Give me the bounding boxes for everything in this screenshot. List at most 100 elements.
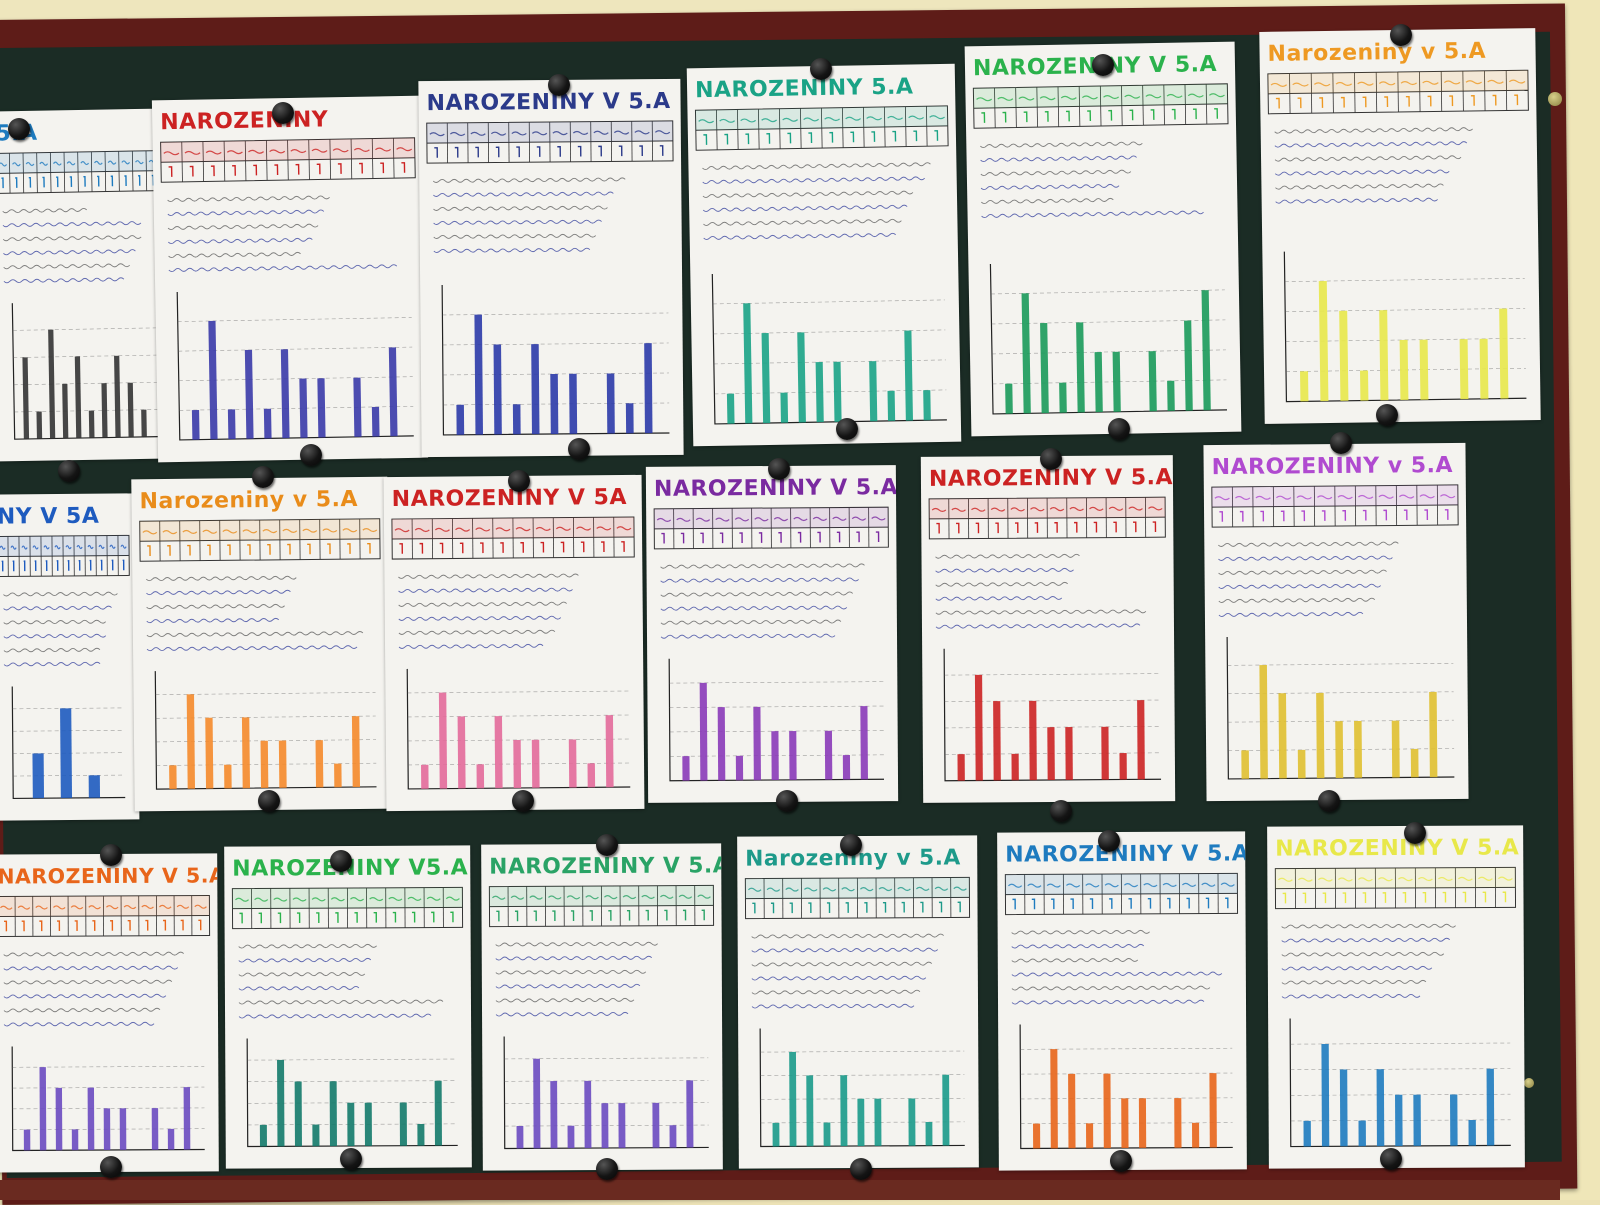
chart-bar <box>686 1080 693 1147</box>
poster: NAROZENINY 5.A <box>687 64 962 447</box>
chart-bar <box>606 715 614 787</box>
chart-bar <box>1103 1074 1110 1148</box>
chart-bar <box>601 1103 608 1148</box>
chart-bar <box>1005 384 1013 414</box>
chart-bar <box>869 361 877 421</box>
magnet <box>1380 1148 1402 1170</box>
chart-bar <box>1149 351 1157 411</box>
chart-bar <box>1033 1124 1040 1149</box>
chart-bar <box>1022 293 1031 413</box>
chart-bar <box>1050 1049 1058 1148</box>
chart-bar <box>317 378 325 437</box>
chart-bar <box>569 739 577 787</box>
magnet <box>840 834 862 856</box>
chart-bar <box>439 693 447 789</box>
poster-drawing <box>737 835 979 1168</box>
poster: NAROZENINY V 5.A <box>646 465 898 803</box>
chart-bar <box>926 1122 933 1146</box>
chart-bar <box>993 701 1001 780</box>
chart-bar <box>762 333 771 423</box>
chart-bar <box>88 1088 95 1150</box>
chart-bar <box>347 1103 354 1146</box>
chart-bar <box>550 1081 557 1148</box>
chart-bar <box>205 718 213 789</box>
chart-bar <box>1460 339 1469 399</box>
chart-bar <box>780 393 788 423</box>
chart-bar <box>261 741 269 788</box>
chart-bar <box>1487 1069 1495 1146</box>
chart-bar <box>421 765 429 789</box>
chart-bar <box>1450 1094 1458 1145</box>
magnet <box>1040 448 1062 470</box>
magnet <box>272 102 294 124</box>
poster: NAROZENINY <box>152 96 428 463</box>
chart-bar <box>1354 721 1362 778</box>
poster: NAROZENINY V 5.A <box>481 843 723 1170</box>
chart-bar <box>1167 381 1175 411</box>
chart-bar <box>923 390 931 420</box>
chart-bar <box>1379 310 1388 400</box>
chart-bar <box>825 731 832 780</box>
chart-bar <box>843 755 850 779</box>
poster-drawing <box>1259 28 1540 424</box>
magnet <box>596 1158 618 1180</box>
chart-bar <box>1011 754 1018 780</box>
chart-bar <box>874 1099 881 1146</box>
chart-bar <box>753 707 761 780</box>
chart-bar <box>1298 750 1306 778</box>
magnet <box>100 1156 122 1178</box>
chart-bar <box>789 1052 796 1146</box>
chart-bar <box>458 716 466 788</box>
chart-bar <box>568 1126 575 1148</box>
chart-bar <box>242 717 250 788</box>
poster: NAROZENINY V 5.A <box>965 42 1242 437</box>
chart-bar <box>316 740 324 787</box>
chart-bar <box>89 775 100 797</box>
chart-bar <box>942 1075 949 1146</box>
chart-bar <box>36 411 42 438</box>
chart-bar <box>857 1099 864 1146</box>
poster: NY V 5A <box>0 493 139 820</box>
magnet <box>548 74 570 96</box>
chart-bar <box>1059 383 1067 413</box>
chart-bar <box>435 1081 442 1146</box>
chart-bar <box>569 374 577 434</box>
poster: Narozeniny v 5.A <box>1259 28 1540 424</box>
screw-icon <box>1548 92 1562 106</box>
chart-axis <box>12 301 158 439</box>
chart-bar <box>1411 749 1419 777</box>
chart-bar <box>299 379 307 438</box>
chart-bar <box>477 764 485 788</box>
chart-bar <box>1095 352 1103 412</box>
chart-bar <box>860 706 868 779</box>
poster: NAROZENINY V 5A <box>384 475 645 811</box>
poster-drawing <box>418 79 683 457</box>
magnet <box>252 466 274 488</box>
chart-bar <box>975 675 983 781</box>
chart-bar <box>736 756 743 780</box>
chart-bar <box>260 1125 267 1147</box>
chart-bar <box>417 1124 424 1146</box>
chart-bar <box>128 383 134 437</box>
magnet <box>596 834 618 856</box>
chart-bar <box>887 391 895 421</box>
chart-bar <box>75 356 82 438</box>
chart-bar <box>1113 352 1121 412</box>
poster: NAROZENINY V 5.A <box>921 455 1175 803</box>
chart-bar <box>1192 1123 1199 1148</box>
chart-bar <box>1040 323 1049 413</box>
chart-bar <box>1029 701 1037 780</box>
chart-bar <box>1335 721 1343 778</box>
chart-bar <box>494 344 502 434</box>
poster: Narozeniny v 5.A <box>737 835 979 1168</box>
magnet <box>1390 24 1412 46</box>
chart-bar <box>682 756 689 780</box>
chart-bar <box>1047 727 1055 780</box>
chart-bar <box>187 694 195 788</box>
chart-bar <box>771 731 778 780</box>
chart-bar <box>495 716 503 788</box>
chart-bar <box>389 347 398 436</box>
chart-bar <box>957 754 964 780</box>
poster-drawing <box>224 845 472 1168</box>
